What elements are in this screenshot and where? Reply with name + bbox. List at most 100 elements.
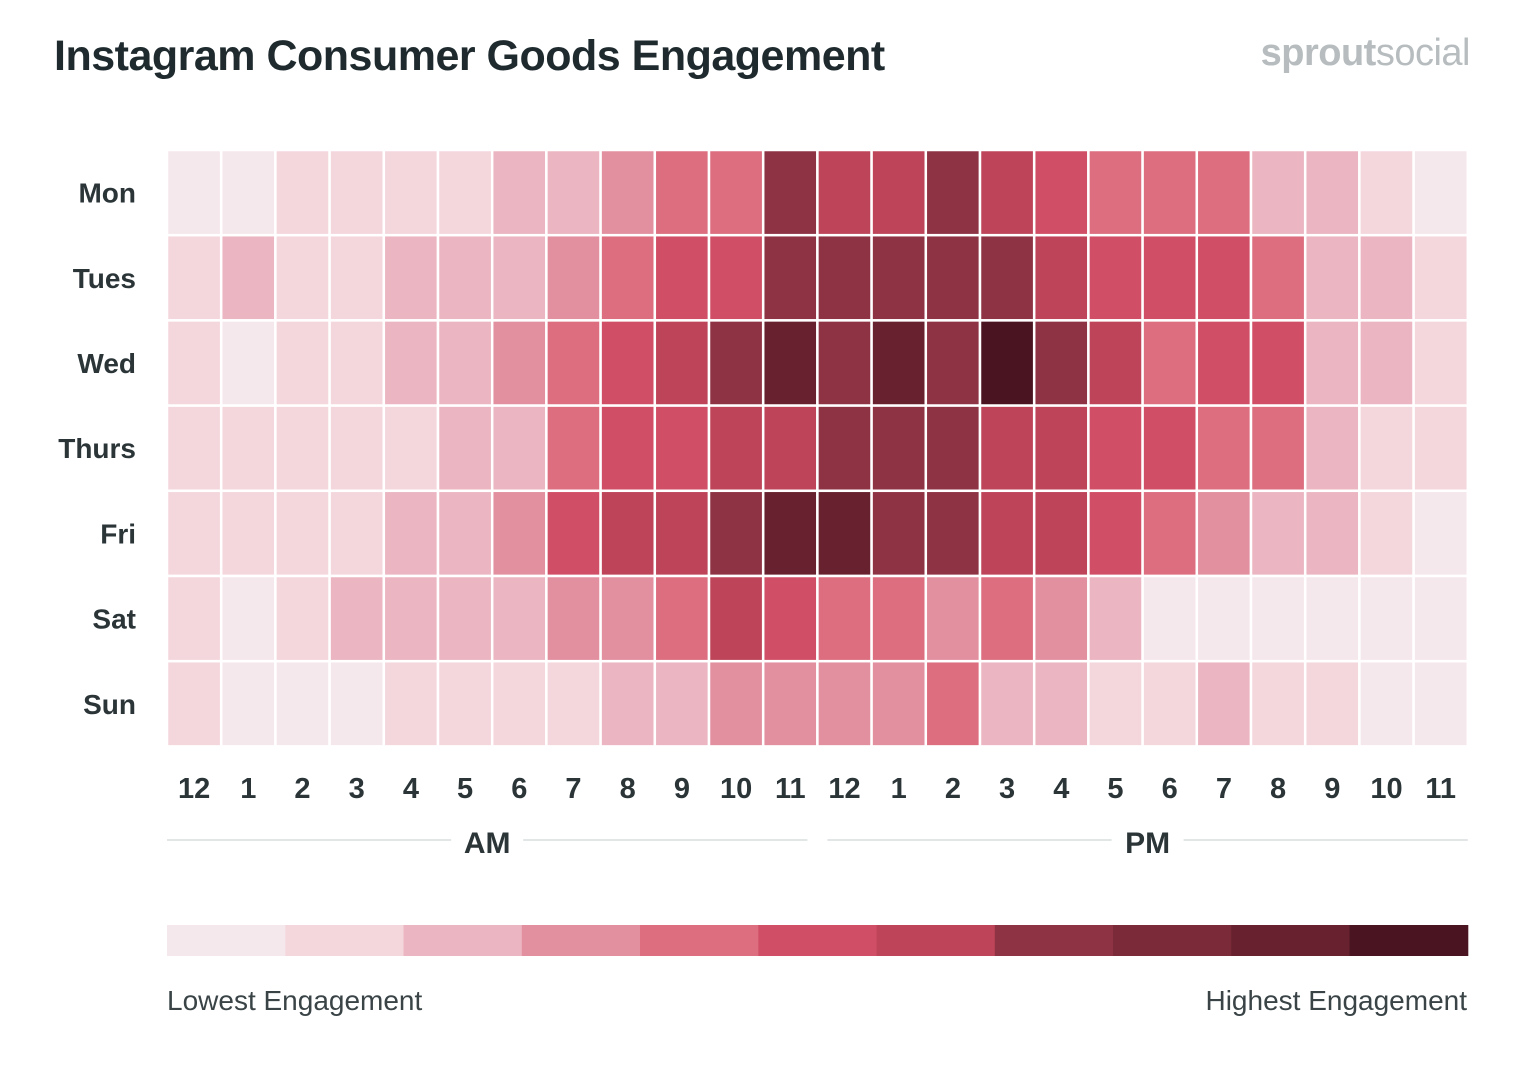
hour-label-21: 9	[1324, 773, 1340, 805]
heatmap-cell-sun-23	[1412, 659, 1470, 748]
brand-logo: sproutsocial	[1261, 32, 1471, 75]
heatmap-cell-wed-9	[653, 319, 711, 407]
heatmap-cell-thurs-2	[274, 404, 331, 493]
heatmap-cell-sun-2	[274, 659, 331, 748]
hour-label-4: 4	[403, 773, 419, 805]
heatmap-cell-sat-9	[653, 574, 711, 663]
heatmap-cell-thurs-14	[924, 404, 982, 493]
heatmap-cell-tues-3	[328, 233, 386, 322]
heatmap-cell-wed-8	[599, 319, 657, 407]
heatmap-cell-tues-2	[274, 233, 331, 322]
heatmap-cell-mon-15	[978, 148, 1036, 237]
heatmap-cell-fri-5	[436, 489, 494, 578]
heatmap-cell-tues-11	[761, 233, 819, 322]
heatmap-cell-mon-7	[545, 148, 602, 237]
heatmap-cell-sat-14	[924, 574, 982, 663]
heatmap-cell-mon-19	[1195, 148, 1253, 237]
hour-label-10: 10	[720, 773, 752, 805]
hour-label-23: 11	[1425, 773, 1456, 805]
heatmap-cell-sun-1	[219, 659, 277, 748]
heatmap-cell-sat-17	[1087, 574, 1144, 663]
hour-label-18: 6	[1162, 773, 1178, 805]
heatmap-cell-mon-12	[816, 148, 873, 237]
hour-label-8: 8	[620, 773, 636, 805]
day-labels: Mon Tues Wed Thurs Fri Sat Sun	[58, 178, 136, 720]
legend-swatch-10	[1349, 925, 1469, 956]
heatmap-cell-mon-20	[1249, 148, 1307, 237]
day-label-mon: Mon	[78, 178, 136, 209]
heatmap-cell-fri-11	[761, 489, 819, 578]
heatmap-cell-sat-6	[490, 574, 548, 663]
heatmap-cell-mon-23	[1412, 148, 1470, 237]
heatmap-cell-mon-9	[653, 148, 711, 237]
heatmap-cell-fri-8	[599, 489, 657, 578]
heatmap-cell-wed-15	[978, 319, 1036, 407]
heatmap-cell-mon-16	[1032, 148, 1090, 237]
heatmap-cell-fri-18	[1141, 489, 1199, 578]
heatmap-cell-thurs-4	[382, 404, 440, 493]
heatmap-cell-sun-12	[816, 659, 873, 748]
heatmap-cell-fri-19	[1195, 489, 1253, 578]
heatmap-cell-sun-9	[653, 659, 711, 748]
heatmap-cell-thurs-20	[1249, 404, 1307, 493]
heatmap-cell-sun-4	[382, 659, 440, 748]
heatmap-cell-sat-19	[1195, 574, 1253, 663]
legend-swatch-5	[758, 925, 878, 956]
heatmap-cell-sat-8	[599, 574, 657, 663]
heatmap-cell-thurs-13	[870, 404, 928, 493]
heatmap-cell-sat-10	[707, 574, 765, 663]
heatmap-cell-wed-19	[1195, 319, 1253, 407]
legend-swatch-3	[521, 925, 641, 956]
legend-swatch-2	[403, 925, 523, 956]
heatmap-cell-wed-6	[490, 319, 548, 407]
heatmap-cell-tues-19	[1195, 233, 1253, 322]
heatmap-cell-sat-18	[1141, 574, 1199, 663]
heatmap-cell-wed-14	[924, 319, 982, 407]
legend-swatch-6	[876, 925, 996, 956]
heatmap-cell-mon-6	[490, 148, 548, 237]
heatmap-cell-tues-10	[707, 233, 765, 322]
hour-label-12: 12	[828, 773, 860, 805]
heatmap-cell-mon-4	[382, 148, 440, 237]
heatmap-cell-sat-12	[816, 574, 873, 663]
heatmap-cell-thurs-0	[165, 404, 223, 493]
heatmap-cell-thurs-15	[978, 404, 1036, 493]
heatmap-cell-tues-23	[1412, 233, 1470, 322]
heatmap-cell-fri-2	[274, 489, 331, 578]
heatmap-cell-fri-17	[1087, 489, 1144, 578]
hour-label-6: 6	[511, 773, 527, 805]
hour-label-5: 5	[457, 773, 473, 805]
heatmap-cell-sat-16	[1032, 574, 1090, 663]
heatmap-cell-tues-8	[599, 233, 657, 322]
heatmap-cell-sun-18	[1141, 659, 1199, 748]
heatmap-cell-fri-6	[490, 489, 548, 578]
hour-label-20: 8	[1270, 773, 1286, 805]
heatmap-cell-mon-17	[1087, 148, 1144, 237]
heatmap-cell-wed-5	[436, 319, 494, 407]
heatmap-cell-fri-21	[1303, 489, 1361, 578]
hour-label-11: 11	[775, 773, 806, 805]
heatmap-cell-sun-14	[924, 659, 982, 748]
heatmap-cell-wed-21	[1303, 319, 1361, 407]
heatmap-cell-sun-8	[599, 659, 657, 748]
heatmap-cell-tues-21	[1303, 233, 1361, 322]
heatmap-cell-tues-12	[816, 233, 873, 322]
heatmap-cell-thurs-10	[707, 404, 765, 493]
heatmap-cell-mon-2	[274, 148, 331, 237]
legend: Lowest Engagement Highest Engagement	[167, 925, 1469, 1016]
heatmap-cell-thurs-5	[436, 404, 494, 493]
heatmap-cell-fri-10	[707, 489, 765, 578]
heatmap-cell-sun-6	[490, 659, 548, 748]
heatmap-cell-fri-4	[382, 489, 440, 578]
hour-label-3: 3	[349, 773, 365, 805]
heatmap-cell-tues-15	[978, 233, 1036, 322]
hour-label-9: 9	[674, 773, 690, 805]
heatmap-cell-thurs-6	[490, 404, 548, 493]
hour-label-15: 3	[999, 773, 1015, 805]
heatmap-cell-fri-3	[328, 489, 386, 578]
heatmap-cell-fri-1	[219, 489, 277, 578]
heatmap-cell-thurs-8	[599, 404, 657, 493]
heatmap-cell-mon-22	[1358, 148, 1415, 237]
heatmap-cell-sun-20	[1249, 659, 1307, 748]
